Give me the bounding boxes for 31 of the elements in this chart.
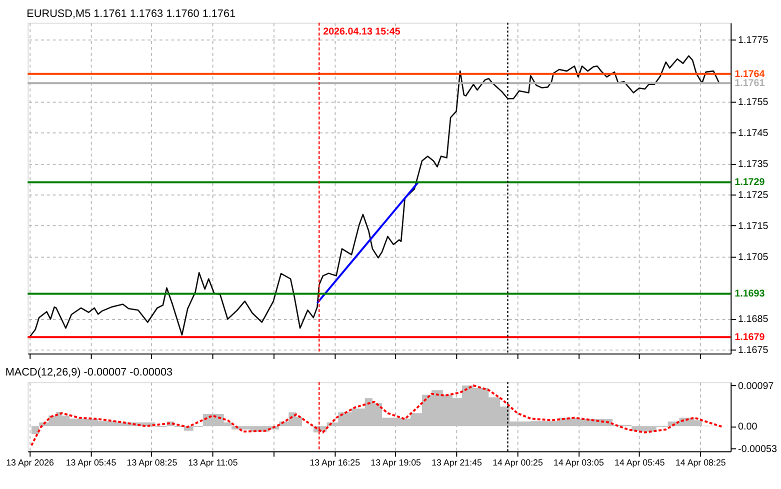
y-tick-label: 1.1755 bbox=[738, 97, 769, 108]
chart-title: MACD(12,26,9) -0.00007 -0.00003 bbox=[5, 366, 173, 379]
y-tick-label: 1.1715 bbox=[738, 221, 769, 232]
y-tick-label: 1.1775 bbox=[738, 35, 769, 46]
ref-line-label: 1.1761 bbox=[734, 78, 766, 90]
x-tick-label: 14 Apr 05:45 bbox=[614, 458, 665, 468]
x-tick-label: 14 Apr 08:25 bbox=[675, 458, 726, 468]
y-tick-label: 1.1685 bbox=[738, 314, 769, 325]
x-tick-label: 13 Apr 19:05 bbox=[370, 458, 422, 468]
x-tick-label: 13 Apr 2026 bbox=[6, 458, 54, 468]
y-tick-label: -0.00053 bbox=[738, 444, 778, 455]
y-tick-label: 1.1675 bbox=[738, 344, 769, 356]
ref-line-label: 1.1764 bbox=[734, 68, 766, 80]
ref-line-label: 1.1679 bbox=[734, 332, 766, 344]
y-tick-label: 1.1725 bbox=[738, 190, 769, 202]
y-tick-label: 1.1745 bbox=[738, 128, 769, 140]
ref-line-label: 1.1729 bbox=[734, 177, 766, 188]
y-tick-label: 0.00 bbox=[738, 422, 758, 433]
x-tick-label: 13 Apr 21:45 bbox=[432, 458, 482, 468]
x-tick-label: 13 Apr 11:05 bbox=[188, 458, 238, 468]
y-tick-label: 1.1735 bbox=[738, 159, 769, 170]
chart-title: EURUSD,M5 1.1761 1.1763 1.1760 1.1761 bbox=[26, 8, 236, 20]
ref-line-label: 2026.04.13 15:45 bbox=[323, 26, 401, 38]
x-tick-label: 14 Apr 03:05 bbox=[554, 458, 604, 468]
x-tick-label: 14 Apr 00:25 bbox=[492, 458, 543, 468]
ref-line-label: 1.1693 bbox=[734, 288, 766, 300]
y-tick-label: 0.00097 bbox=[738, 380, 774, 392]
x-tick-label: 13 Apr 05:45 bbox=[66, 458, 116, 468]
x-tick-label: 13 Apr 16:25 bbox=[310, 458, 360, 468]
x-tick-label: 13 Apr 08:25 bbox=[126, 458, 178, 468]
y-tick-label: 1.1705 bbox=[738, 252, 769, 264]
